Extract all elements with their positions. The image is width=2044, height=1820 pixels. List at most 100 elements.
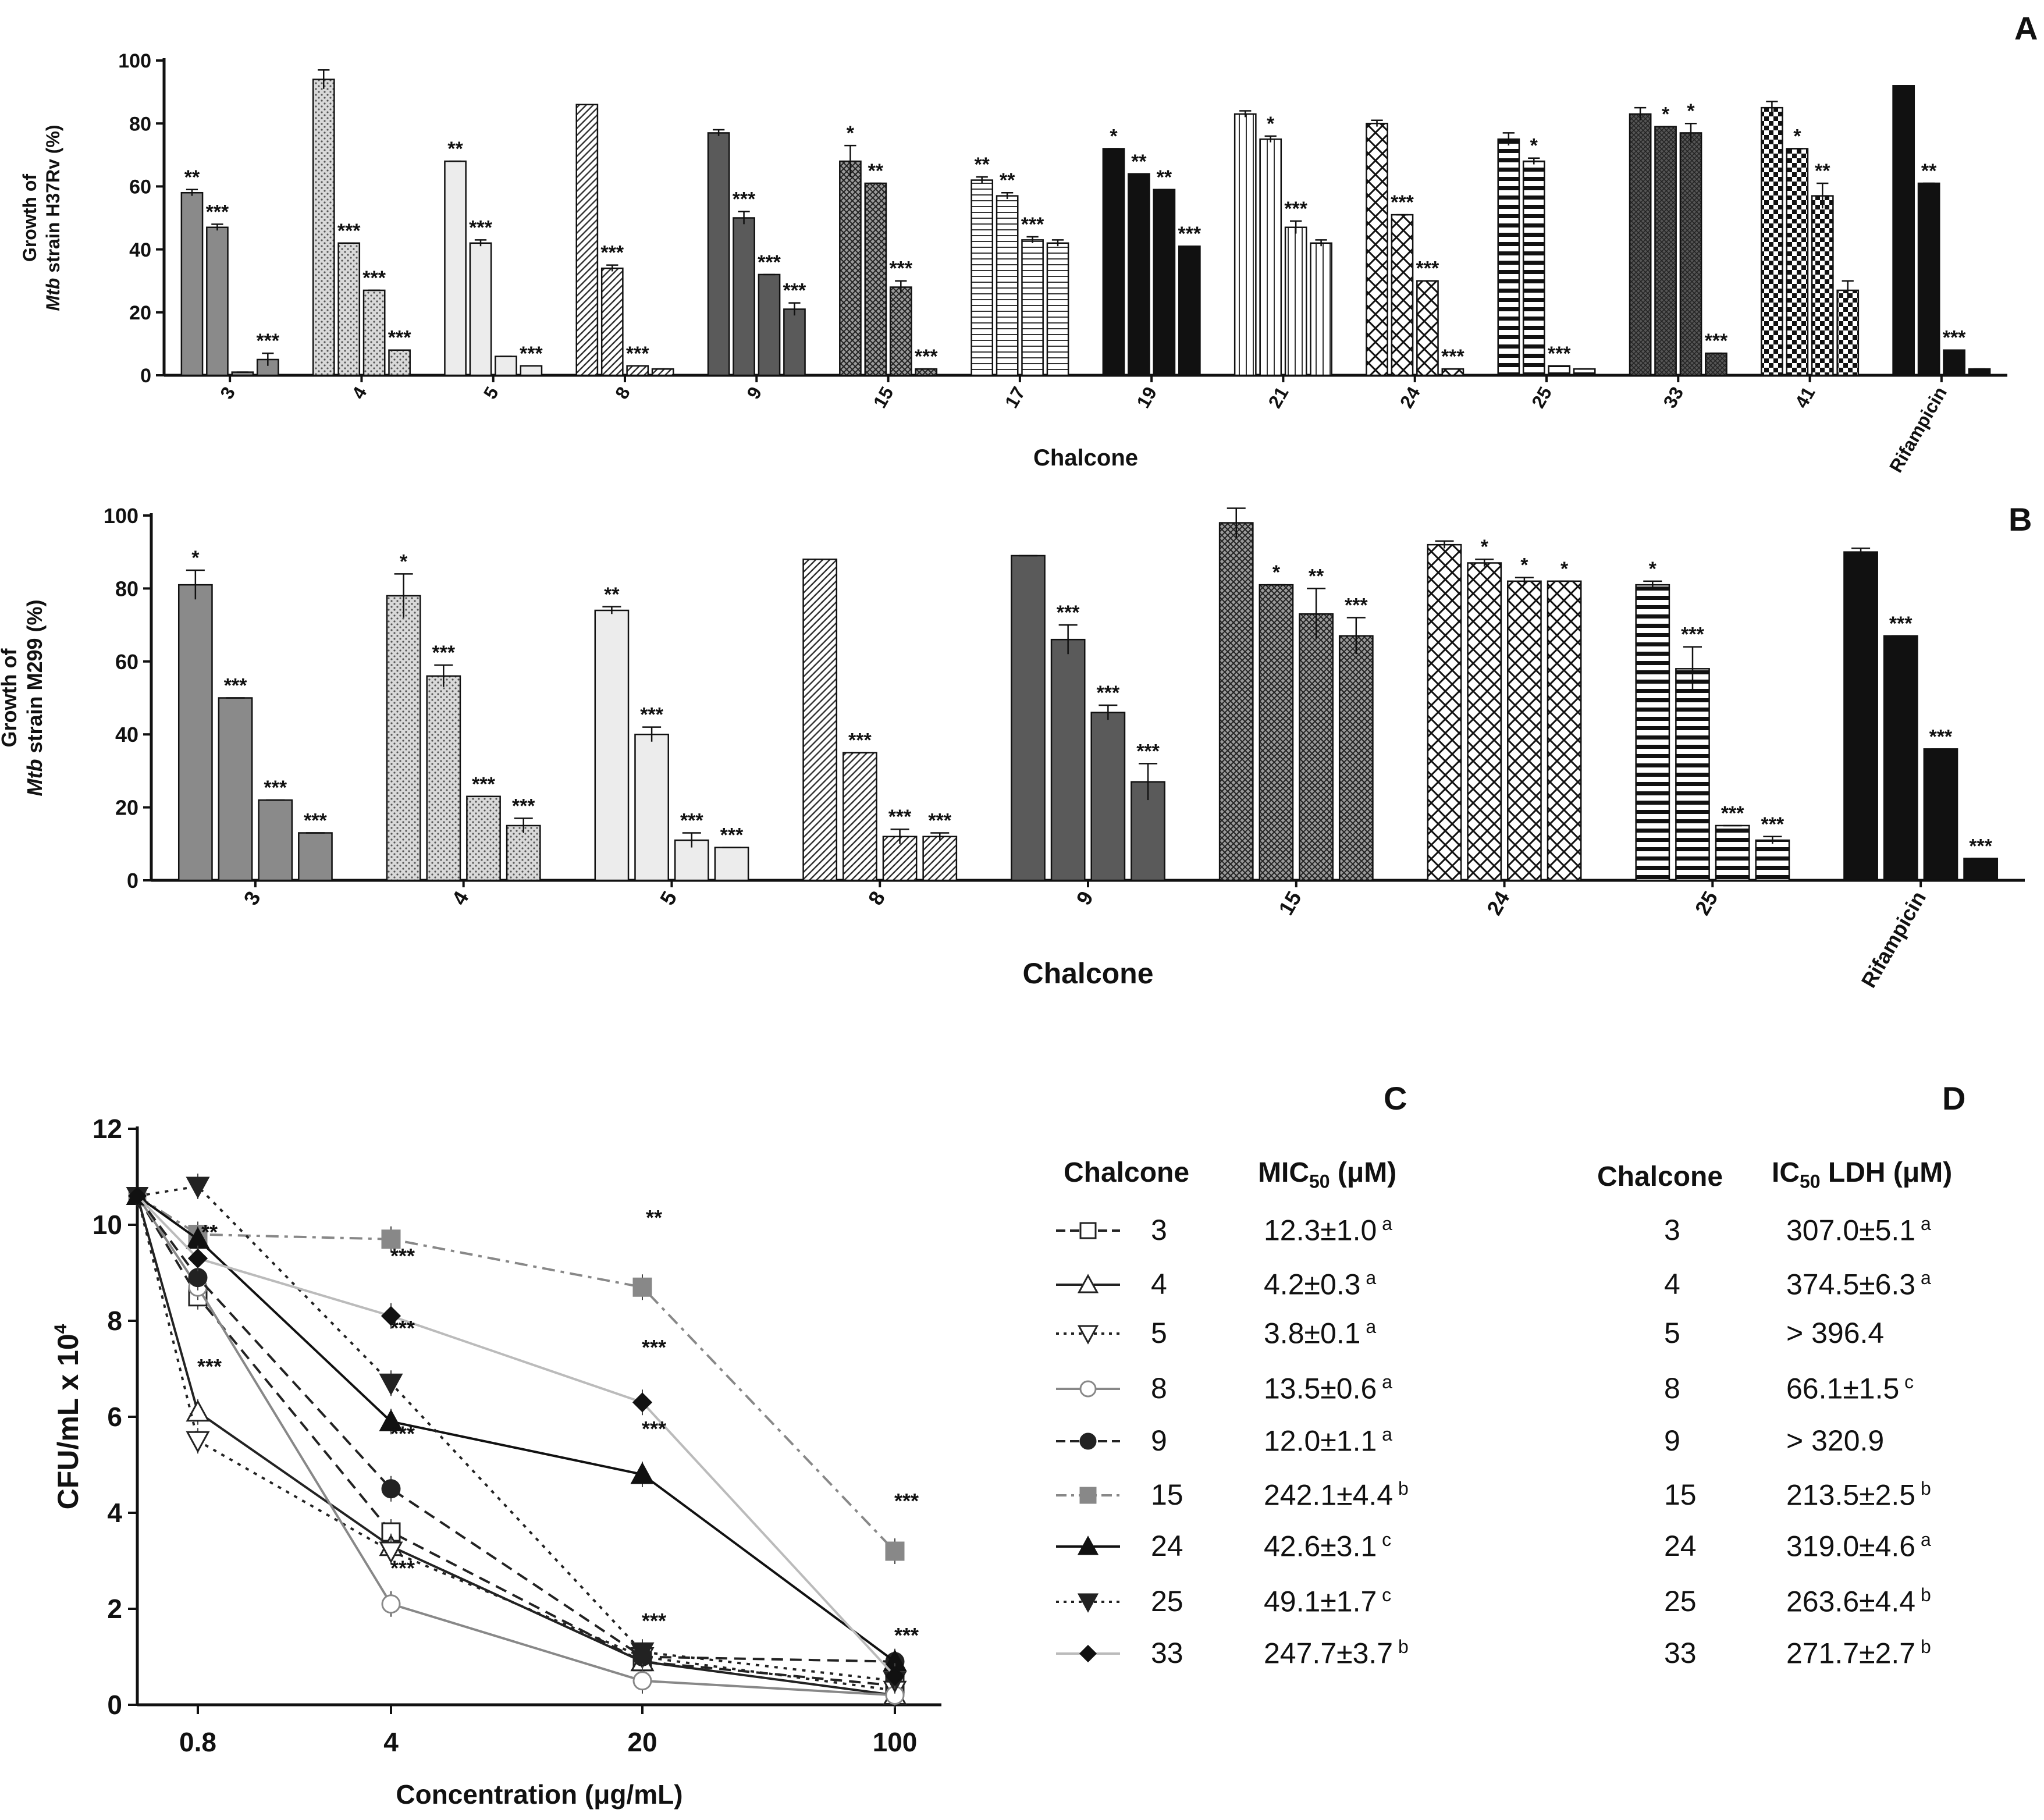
bar <box>1441 368 1464 376</box>
bar <box>1299 613 1334 881</box>
bar <box>1259 584 1294 881</box>
series-marker <box>379 1373 403 1396</box>
significance-label: ** <box>1000 169 1015 191</box>
bar <box>312 79 335 376</box>
bar <box>1836 289 1860 376</box>
bar <box>1497 138 1520 376</box>
significance-label: *** <box>894 1623 919 1647</box>
significance-label: *** <box>264 777 287 799</box>
significance-label: * <box>1520 554 1528 577</box>
x-tick-label: 100 <box>873 1727 918 1757</box>
series-marker <box>381 1594 401 1614</box>
legend-marker <box>1079 1487 1097 1504</box>
significance-label: ** <box>1131 151 1147 173</box>
table-d-ic50-cell-text: 271.7±2.7 <box>1786 1637 1916 1670</box>
bar <box>1338 635 1374 881</box>
series-line <box>136 1195 895 1697</box>
significance-label: *** <box>642 1417 666 1441</box>
bar <box>1233 113 1257 376</box>
significance-label: *** <box>889 258 912 280</box>
significance-label: *** <box>1136 740 1160 762</box>
table-c-chalcone-cell-text: 3 <box>1151 1214 1167 1246</box>
bar <box>1090 712 1126 881</box>
bar <box>915 368 938 376</box>
table-d-chalcone-cell-text: 24 <box>1664 1530 1697 1562</box>
series-marker <box>188 1268 208 1288</box>
significance-label: * <box>1481 536 1489 558</box>
table-c-chalcone-cell-text: 9 <box>1151 1424 1167 1457</box>
significance-label: *** <box>1441 346 1464 368</box>
legend-marker <box>1079 1644 1097 1663</box>
table-d-ic50-cell-text: 66.1±1.5 <box>1786 1372 1900 1405</box>
table-d-chalcone-cell-text: 3 <box>1664 1214 1680 1246</box>
significance-label: *** <box>1705 330 1728 352</box>
bar <box>594 609 630 881</box>
series-line <box>136 1195 895 1697</box>
bar <box>714 847 749 881</box>
bar <box>1917 182 1940 376</box>
y-tick-label: 6 <box>107 1402 122 1432</box>
significance-label: *** <box>520 343 543 365</box>
table-d-chalcone-cell: 15 <box>1664 1478 1697 1512</box>
table-d-ic50-cell: 213.5±2.5 b <box>1786 1478 1931 1512</box>
significance-label: *** <box>888 806 912 828</box>
table-c-chalcone-cell-text: 25 <box>1151 1585 1183 1618</box>
x-tick-label: 25 <box>1527 383 1556 412</box>
bar <box>495 356 517 376</box>
bar <box>386 595 421 881</box>
bar <box>1892 85 1915 376</box>
table-c-mic-cell-text: 42.6±3.1 <box>1264 1530 1377 1563</box>
x-axis-label: Chalcone <box>1022 957 1153 990</box>
bar <box>1391 214 1414 376</box>
table-c-mic-cell: 13.5±0.6 a <box>1264 1371 1392 1406</box>
bar <box>1843 551 1878 881</box>
table-d-chalcone-cell-text: 4 <box>1664 1268 1680 1300</box>
bar <box>889 286 912 376</box>
bar <box>1467 562 1502 881</box>
series-marker <box>381 1229 401 1249</box>
y-axis-label-line1: Growth of <box>0 648 21 748</box>
bar <box>426 675 461 881</box>
significance-label: *** <box>390 1556 415 1580</box>
significance-label: *** <box>390 1244 415 1268</box>
bar <box>520 365 543 376</box>
x-tick-label: 9 <box>1071 887 1098 909</box>
significance-label: ** <box>646 1206 662 1229</box>
mic-header-sub: 50 <box>1309 1171 1330 1192</box>
bar <box>843 752 877 881</box>
x-tick-label: 5 <box>479 383 503 403</box>
y-tick-label: 40 <box>129 239 151 261</box>
y-tick-label: 20 <box>115 796 138 820</box>
table-d-header-chalcone: Chalcone <box>1597 1161 1723 1192</box>
ic-header-main: IC <box>1772 1157 1800 1188</box>
y-tick-label: 100 <box>118 50 151 72</box>
panel-label-d: D <box>1942 1080 1966 1117</box>
table-d-chalcone-cell: 25 <box>1664 1584 1697 1618</box>
table-c-chalcone-cell-text: 8 <box>1151 1372 1167 1405</box>
table-d-ic50-cell: 319.0±4.6 a <box>1786 1529 1931 1563</box>
bar <box>177 584 213 881</box>
table-c-chalcone-cell: 4 <box>1151 1267 1167 1301</box>
x-tick-label: 5 <box>655 887 682 909</box>
x-tick-label: 9 <box>742 383 766 403</box>
significance-label: ** <box>1921 160 1937 182</box>
table-d-chalcone-cell-text: 9 <box>1664 1424 1680 1457</box>
y-axis-label-italic: Mtb <box>42 278 63 311</box>
table-c-chalcone-cell-text: 33 <box>1151 1637 1183 1669</box>
table-d-header-ic: IC50 LDH (μM) <box>1772 1157 1952 1193</box>
series-marker <box>381 1479 401 1499</box>
table-c-mic-cell: 242.1±4.4 b <box>1264 1478 1409 1512</box>
x-tick-label: 19 <box>1132 383 1161 412</box>
series-line <box>136 1196 895 1692</box>
significance-label: *** <box>1057 602 1080 624</box>
x-axis-label: Concentration (μg/mL) <box>396 1779 682 1810</box>
series-marker <box>381 1306 401 1326</box>
table-d-ic50-cell-text: 319.0±4.6 <box>1786 1530 1916 1563</box>
significance-label: *** <box>1096 682 1119 704</box>
series-line <box>137 1185 895 1682</box>
bar <box>1675 668 1710 881</box>
significance-label: *** <box>472 773 495 795</box>
bar <box>651 368 674 376</box>
bar <box>337 242 361 376</box>
bar <box>444 160 467 376</box>
